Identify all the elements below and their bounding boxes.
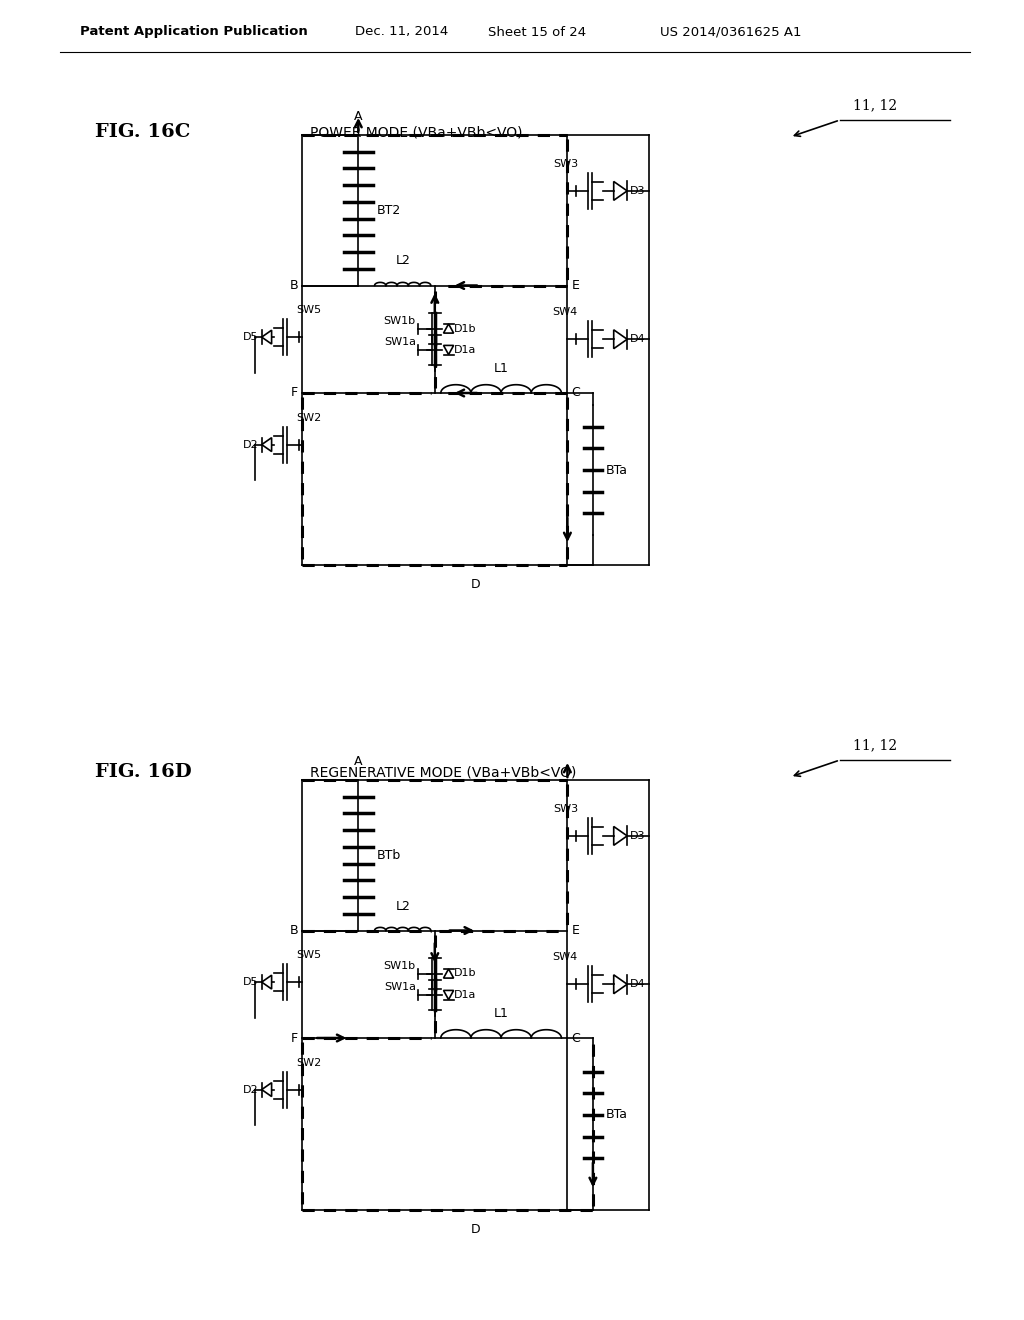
Text: A: A (354, 110, 362, 123)
Text: L2: L2 (395, 255, 411, 268)
Text: SW2: SW2 (297, 413, 322, 422)
Text: BTb: BTb (377, 849, 400, 862)
Text: D1a: D1a (454, 990, 476, 1001)
Text: BTa: BTa (606, 1109, 628, 1122)
Text: SW1b: SW1b (384, 961, 416, 970)
Text: Dec. 11, 2014: Dec. 11, 2014 (355, 25, 449, 38)
Text: SW3: SW3 (553, 804, 578, 814)
Text: D1b: D1b (454, 323, 476, 334)
Text: D: D (471, 1224, 480, 1236)
Text: D4: D4 (630, 334, 646, 345)
Text: SW4: SW4 (553, 952, 578, 962)
Text: B: B (290, 279, 298, 292)
Text: SW1a: SW1a (384, 338, 416, 347)
Text: D2: D2 (243, 1085, 259, 1094)
Text: B: B (290, 924, 298, 937)
Text: F: F (291, 387, 298, 400)
Text: US 2014/0361625 A1: US 2014/0361625 A1 (660, 25, 802, 38)
Text: D1a: D1a (454, 345, 476, 355)
Text: F: F (291, 1031, 298, 1044)
Text: 11, 12: 11, 12 (853, 738, 897, 752)
Text: Patent Application Publication: Patent Application Publication (80, 25, 308, 38)
Text: E: E (571, 924, 580, 937)
Text: L2: L2 (395, 899, 411, 912)
Text: REGENERATIVE MODE (VBa+VBb<VO): REGENERATIVE MODE (VBa+VBb<VO) (310, 766, 577, 779)
Text: SW5: SW5 (297, 305, 322, 315)
Text: POWER MODE (VBa+VBb<VO): POWER MODE (VBa+VBb<VO) (310, 125, 522, 139)
Text: FIG. 16C: FIG. 16C (95, 123, 190, 141)
Text: D5: D5 (244, 333, 259, 342)
Text: SW2: SW2 (297, 1057, 322, 1068)
Text: 11, 12: 11, 12 (853, 98, 897, 112)
Text: D4: D4 (630, 979, 646, 989)
Text: D: D (471, 578, 480, 591)
Text: D3: D3 (630, 830, 646, 841)
Text: E: E (571, 279, 580, 292)
Text: D5: D5 (244, 977, 259, 987)
Text: A: A (354, 755, 362, 768)
Text: SW4: SW4 (553, 308, 578, 317)
Text: SW1b: SW1b (384, 315, 416, 326)
Text: BTa: BTa (606, 463, 628, 477)
Text: C: C (571, 1031, 581, 1044)
Text: L1: L1 (494, 362, 509, 375)
Text: L1: L1 (494, 1007, 509, 1020)
Text: C: C (571, 387, 581, 400)
Text: SW5: SW5 (297, 950, 322, 960)
Text: FIG. 16D: FIG. 16D (95, 763, 191, 781)
Text: Sheet 15 of 24: Sheet 15 of 24 (488, 25, 586, 38)
Text: D3: D3 (630, 186, 646, 195)
Text: D1b: D1b (454, 969, 476, 978)
Text: D2: D2 (243, 440, 259, 450)
Text: SW3: SW3 (553, 158, 578, 169)
Text: SW1a: SW1a (384, 982, 416, 993)
Text: BT2: BT2 (377, 203, 400, 216)
